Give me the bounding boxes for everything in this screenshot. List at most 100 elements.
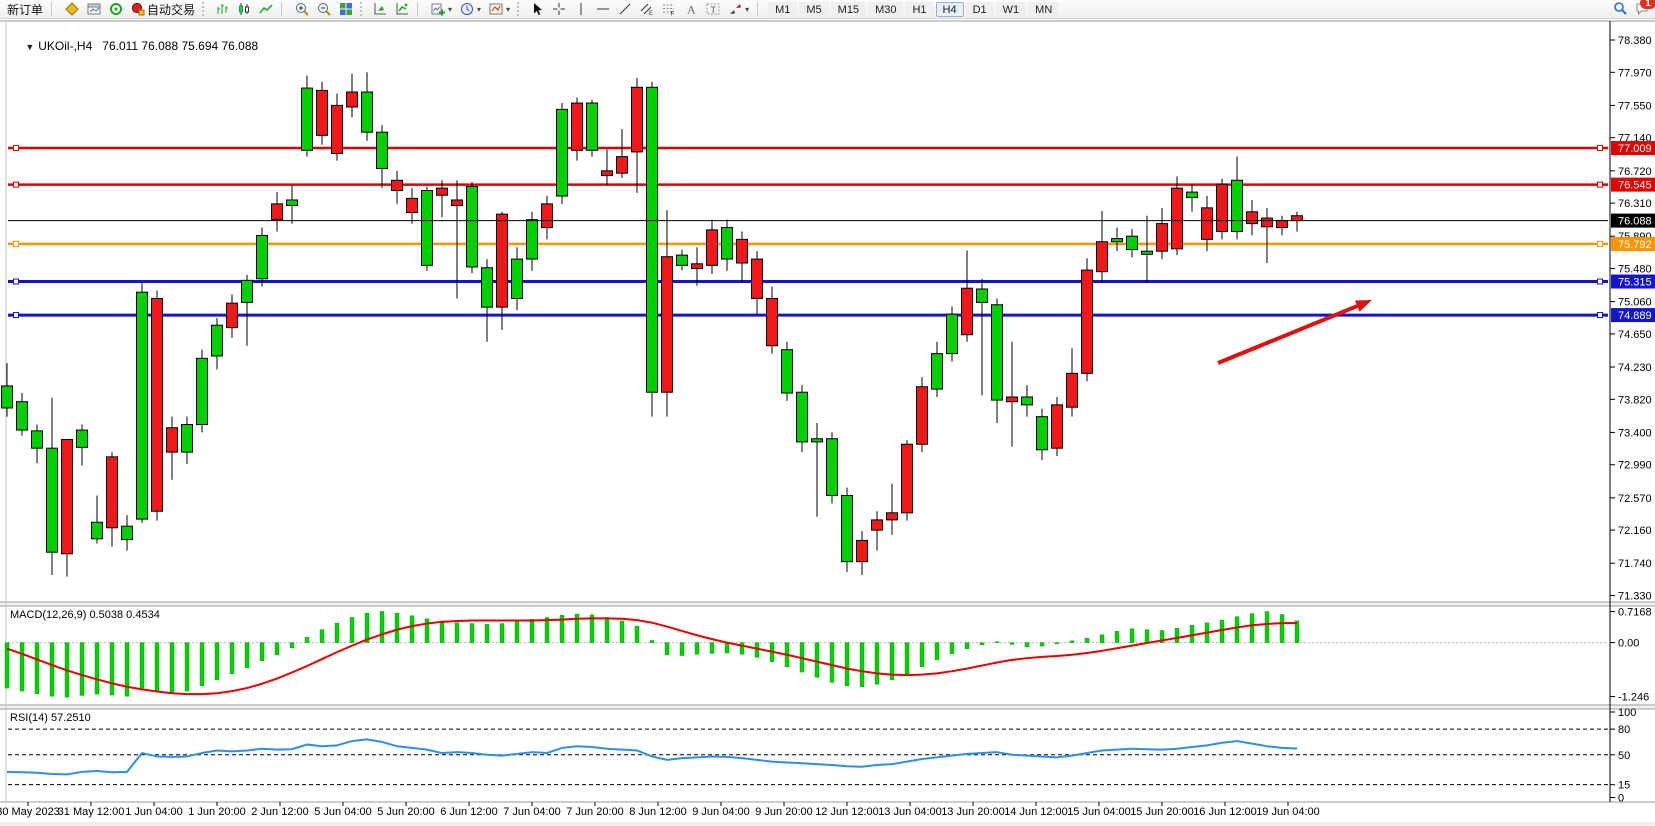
candle [631,86,643,153]
line-handle[interactable] [1597,312,1603,319]
candle [691,263,703,270]
time-axis-label: 16 Jun 12:00 [1193,806,1257,818]
grid-snap-button[interactable] [391,1,413,18]
price-axis: 78.38077.97077.55077.14076.72076.31075.8… [1609,21,1655,805]
line-handle[interactable] [1597,278,1603,285]
arrows-button[interactable]: ▾ [724,1,753,18]
text-label-button[interactable]: T [702,1,724,18]
macd-bar [514,621,520,643]
timeframe-d1-button[interactable]: D1 [965,1,994,17]
line-handle[interactable] [1597,181,1603,188]
vertical-line-button[interactable] [570,1,592,18]
price-axis-tick-label: 74.230 [1618,362,1652,374]
trend-arrow-head[interactable] [1354,300,1372,312]
navigator-button[interactable] [105,1,127,18]
line-handle[interactable] [13,145,19,152]
zoom-in-button[interactable] [291,1,313,18]
panel-splitter[interactable] [0,602,1655,606]
macd-bar [19,642,25,692]
cursor-button[interactable] [526,1,548,18]
candle [91,521,103,540]
dropdown-arrow-icon[interactable]: ▾ [745,4,750,14]
chart-dropdown-icon[interactable]: ▼ [25,42,35,52]
candle [1081,269,1093,374]
timeframe-h1-button[interactable]: H1 [905,1,934,17]
candle [61,439,73,555]
candlestick-button[interactable] [233,1,255,18]
text-button[interactable]: A [680,1,702,18]
line-handle[interactable] [13,278,19,285]
line-handle[interactable] [1597,240,1603,247]
timeframe-h4-button[interactable]: H4 [935,1,964,17]
trend-arrow[interactable] [1217,304,1358,365]
candle [961,287,973,336]
macd-bar [259,642,265,661]
dropdown-arrow-icon[interactable]: ▾ [448,4,453,14]
timeframe-w1-button[interactable]: W1 [995,1,1027,17]
data-window-button[interactable] [83,1,105,18]
panel-splitter[interactable] [0,705,1655,709]
text-label-icon: T [706,2,720,16]
candle [1201,207,1213,240]
chat-button[interactable]: 1 [1635,0,1655,18]
fibonacci-button[interactable]: F [658,1,680,18]
price-axis-tick-label: 74.650 [1618,329,1652,341]
macd-bar [364,612,370,643]
autotrading-button[interactable]: 自动交易 [127,1,199,18]
period-button[interactable]: ▾ [456,1,485,18]
macd-bar [739,642,745,655]
macd-bar [499,623,505,643]
crosshair-button[interactable] [548,1,570,18]
toolbar-right: 1 [1613,0,1655,18]
horizontal-line-button[interactable] [592,1,614,18]
price-axis-tick-label: 73.820 [1618,394,1652,406]
dropdown-arrow-icon[interactable]: ▾ [477,4,482,14]
tile-windows-button[interactable] [335,1,357,18]
line-handle[interactable] [13,240,19,247]
macd-bar [139,642,145,689]
line-handle[interactable] [1597,145,1603,152]
timeframe-mn-button[interactable]: MN [1028,1,1060,17]
candle [406,197,418,214]
line-handle[interactable] [13,181,19,188]
equidistant-channel-button[interactable]: E [636,1,658,18]
dropdown-arrow-icon[interactable]: ▾ [506,4,511,14]
zoom-out-button[interactable] [313,1,335,18]
trendline-button[interactable] [614,1,636,18]
line-chart-button[interactable] [255,1,277,18]
auto-arrange-button[interactable] [369,1,391,18]
candle [226,302,238,329]
template-button[interactable]: ▾ [485,1,514,18]
candle [136,291,148,520]
candle [1,385,13,409]
candle [991,304,1003,401]
timeframe-m5-button[interactable]: M5 [799,1,829,17]
timeframe-m30-button[interactable]: M30 [868,1,904,17]
search-button[interactable] [1613,1,1627,18]
vertical-line-icon [574,2,588,16]
candle [841,494,853,563]
candle [271,203,283,221]
candle [1291,215,1303,222]
candle [466,186,478,268]
svg-text:T: T [711,5,717,15]
new-chart-button[interactable]: ▾ [427,1,456,18]
time-axis-label: 19 Jun 04:00 [1256,806,1320,818]
candle [586,102,598,151]
timeframe-m1-button[interactable]: M1 [768,1,798,17]
macd-bar [664,642,670,655]
timeframe-m15-button[interactable]: M15 [830,1,867,17]
market-watch-button[interactable] [61,1,83,18]
new-order-button[interactable]: 新订单 [3,1,47,18]
line-handle[interactable] [13,312,19,319]
tile-windows-icon [339,2,353,16]
candle [1111,238,1123,243]
macd-bar [634,625,640,643]
time-axis-label: 5 Jun 04:00 [314,806,372,818]
price-axis-tick-label: 72.570 [1618,493,1652,505]
macd-bar [334,622,340,643]
bar-chart-button[interactable] [211,1,233,18]
candle [181,424,193,453]
bar-chart-icon [215,2,229,16]
